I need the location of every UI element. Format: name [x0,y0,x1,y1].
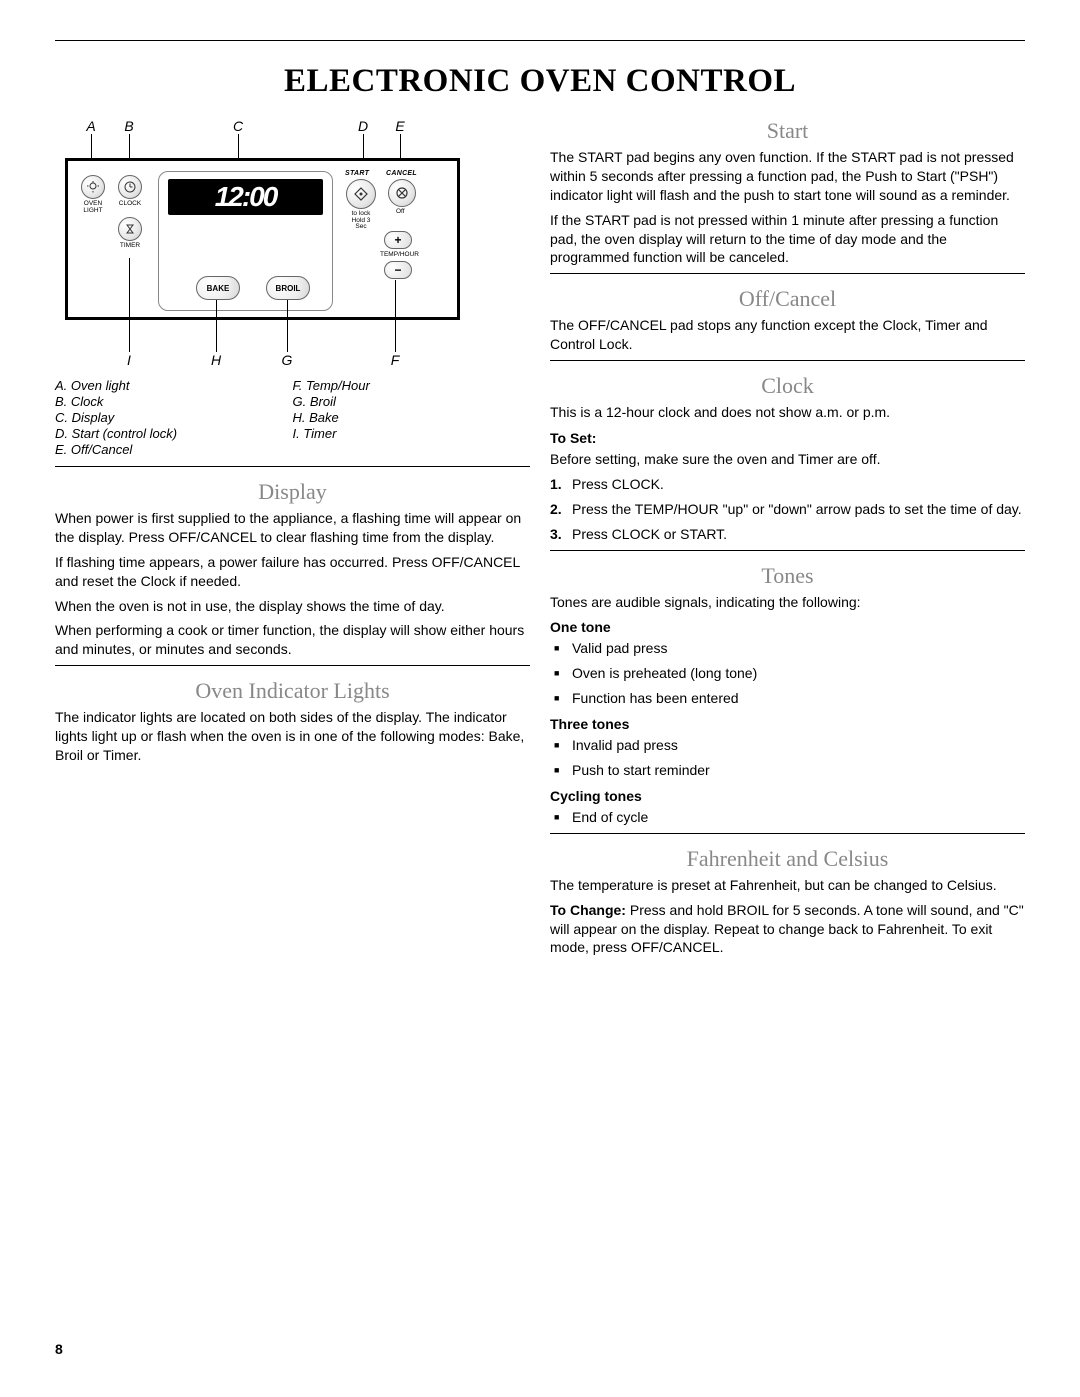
two-column-layout: A B C D E OVENLIGHT [55,118,1025,963]
divider [55,466,530,467]
start-p1: The START pad begins any oven function. … [550,148,1025,205]
divider [55,665,530,666]
clock-toset: To Set: [550,430,1025,446]
cancel-icon [396,187,408,199]
clock-heading: Clock [550,373,1025,399]
start-button[interactable] [346,179,376,209]
lock-label: to lockHold 3 Sec [346,211,376,231]
tones-p1: Tones are audible signals, indicating th… [550,593,1025,612]
callout-g: G [279,352,295,368]
timer-label: TIMER [116,243,144,250]
off-label: Off [396,209,405,216]
start-icon [354,187,368,201]
offcancel-heading: Off/Cancel [550,286,1025,312]
bulb-icon [87,181,99,193]
fc-p1: The temperature is preset at Fahrenheit,… [550,876,1025,895]
lcd-broil-label: Broil [171,206,184,213]
callout-c: C [230,118,246,134]
divider [550,273,1025,274]
oven-control-panel: OVENLIGHT CLOCK TIMER 12:00 [65,158,460,320]
divider [550,360,1025,361]
cancel-arc-label: CANCEL [386,170,417,177]
one-tone-heading: One tone [550,619,1025,635]
callout-h: H [208,352,224,368]
oven-light-button[interactable] [81,175,105,199]
right-column: Start The START pad begins any oven func… [550,118,1025,963]
clock-step-2: 2.Press the TEMP/HOUR "up" or "down" arr… [550,500,1025,519]
display-p3: When the oven is not in use, the display… [55,597,530,616]
clock-icon [124,181,136,193]
diagram-legend: A. Oven light B. Clock C. Display D. Sta… [55,378,530,458]
display-p1: When power is first supplied to the appl… [55,509,530,547]
display-p4: When performing a cook or timer function… [55,621,530,659]
display-heading: Display [55,479,530,505]
control-panel-diagram: A B C D E OVENLIGHT [65,118,475,368]
temp-down-button[interactable]: − [384,261,412,279]
lcd-bake-label: Bake [171,181,186,188]
fc-p2: To Change: Press and hold BROIL for 5 se… [550,901,1025,958]
clock-p1: This is a 12-hour clock and does not sho… [550,403,1025,422]
temp-up-button[interactable]: + [384,231,412,249]
clock-steps: 1.Press CLOCK. 2.Press the TEMP/HOUR "up… [550,475,1025,544]
callout-d: D [355,118,371,134]
hourglass-icon [124,223,136,235]
oven-light-label: OVENLIGHT [78,201,108,214]
callout-f: F [387,352,403,368]
lights-heading: Oven Indicator Lights [55,678,530,704]
start-heading: Start [550,118,1025,144]
start-arc-label: START [345,170,369,177]
start-p2: If the START pad is not pressed within 1… [550,211,1025,268]
cancel-button[interactable] [388,179,416,207]
clock-button[interactable] [118,175,142,199]
legend-right: F. Temp/Hour G. Broil H. Bake I. Timer [293,378,531,458]
page-title: ELECTRONIC OVEN CONTROL [55,63,1025,100]
three-tones-list: Invalid pad press Push to start reminder [550,736,1025,780]
page-frame: ELECTRONIC OVEN CONTROL A B C D E [55,40,1025,963]
tones-heading: Tones [550,563,1025,589]
temp-hour-label: TEMP/HOUR [380,252,416,259]
display-p2: If flashing time appears, a power failur… [55,553,530,591]
divider [550,550,1025,551]
callout-b: B [121,118,137,134]
bake-button[interactable]: BAKE [196,276,240,300]
page-number: 8 [55,1341,63,1357]
offcancel-p1: The OFF/CANCEL pad stops any function ex… [550,316,1025,354]
lcd-time: 12:00 [215,181,277,213]
fc-heading: Fahrenheit and Celsius [550,846,1025,872]
clock-step-3: 3.Press CLOCK or START. [550,525,1025,544]
callout-i: I [121,352,137,368]
callout-a: A [83,118,99,134]
cycling-tones-list: End of cycle [550,808,1025,827]
broil-button[interactable]: BROIL [266,276,310,300]
divider [550,833,1025,834]
left-column: A B C D E OVENLIGHT [55,118,530,963]
clock-step-1: 1.Press CLOCK. [550,475,1025,494]
lights-p1: The indicator lights are located on both… [55,708,530,765]
lcd-display: 12:00 [168,179,323,215]
three-tones-heading: Three tones [550,716,1025,732]
clock-p2: Before setting, make sure the oven and T… [550,450,1025,469]
clock-label: CLOCK [116,201,144,208]
timer-button[interactable] [118,217,142,241]
one-tone-list: Valid pad press Oven is preheated (long … [550,639,1025,708]
cycling-tones-heading: Cycling tones [550,788,1025,804]
lcd-timer-label: Timer [304,206,320,213]
legend-left: A. Oven light B. Clock C. Display D. Sta… [55,378,293,458]
callout-e: E [392,118,408,134]
